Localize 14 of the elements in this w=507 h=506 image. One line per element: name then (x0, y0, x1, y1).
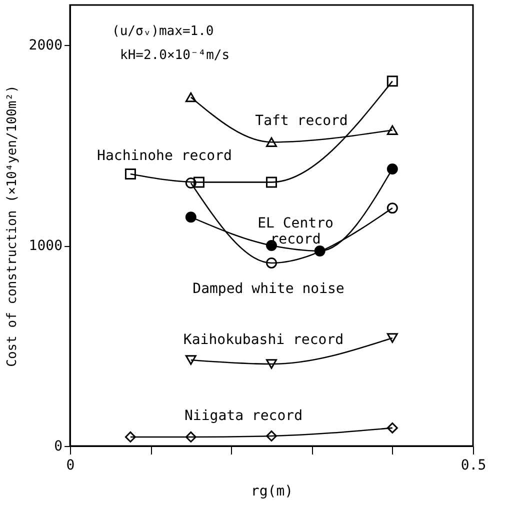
y-axis-title: Cost of construction (×10⁴yen/100m²) (4, 85, 20, 367)
y-tick-label: 0 (54, 438, 62, 454)
series-label: Taft record (255, 113, 348, 130)
series-label: Niigata record (184, 408, 303, 424)
series-label: EL Centro record (258, 216, 334, 248)
x-axis-title: rg(m) (250, 484, 294, 500)
series-label: Kaihokubashi record (183, 332, 344, 348)
y-tick-label: 2000 (28, 38, 62, 54)
series-label: Damped white noise (192, 280, 344, 297)
annotation: kH=2.0×10⁻⁴m/s (120, 48, 230, 63)
x-tick-label: 0.5 (460, 458, 486, 474)
y-tick-label: 1000 (28, 238, 62, 254)
series-label: Hachinohe record (97, 148, 232, 164)
annotation: (u/σᵥ)max=1.0 (112, 24, 214, 39)
